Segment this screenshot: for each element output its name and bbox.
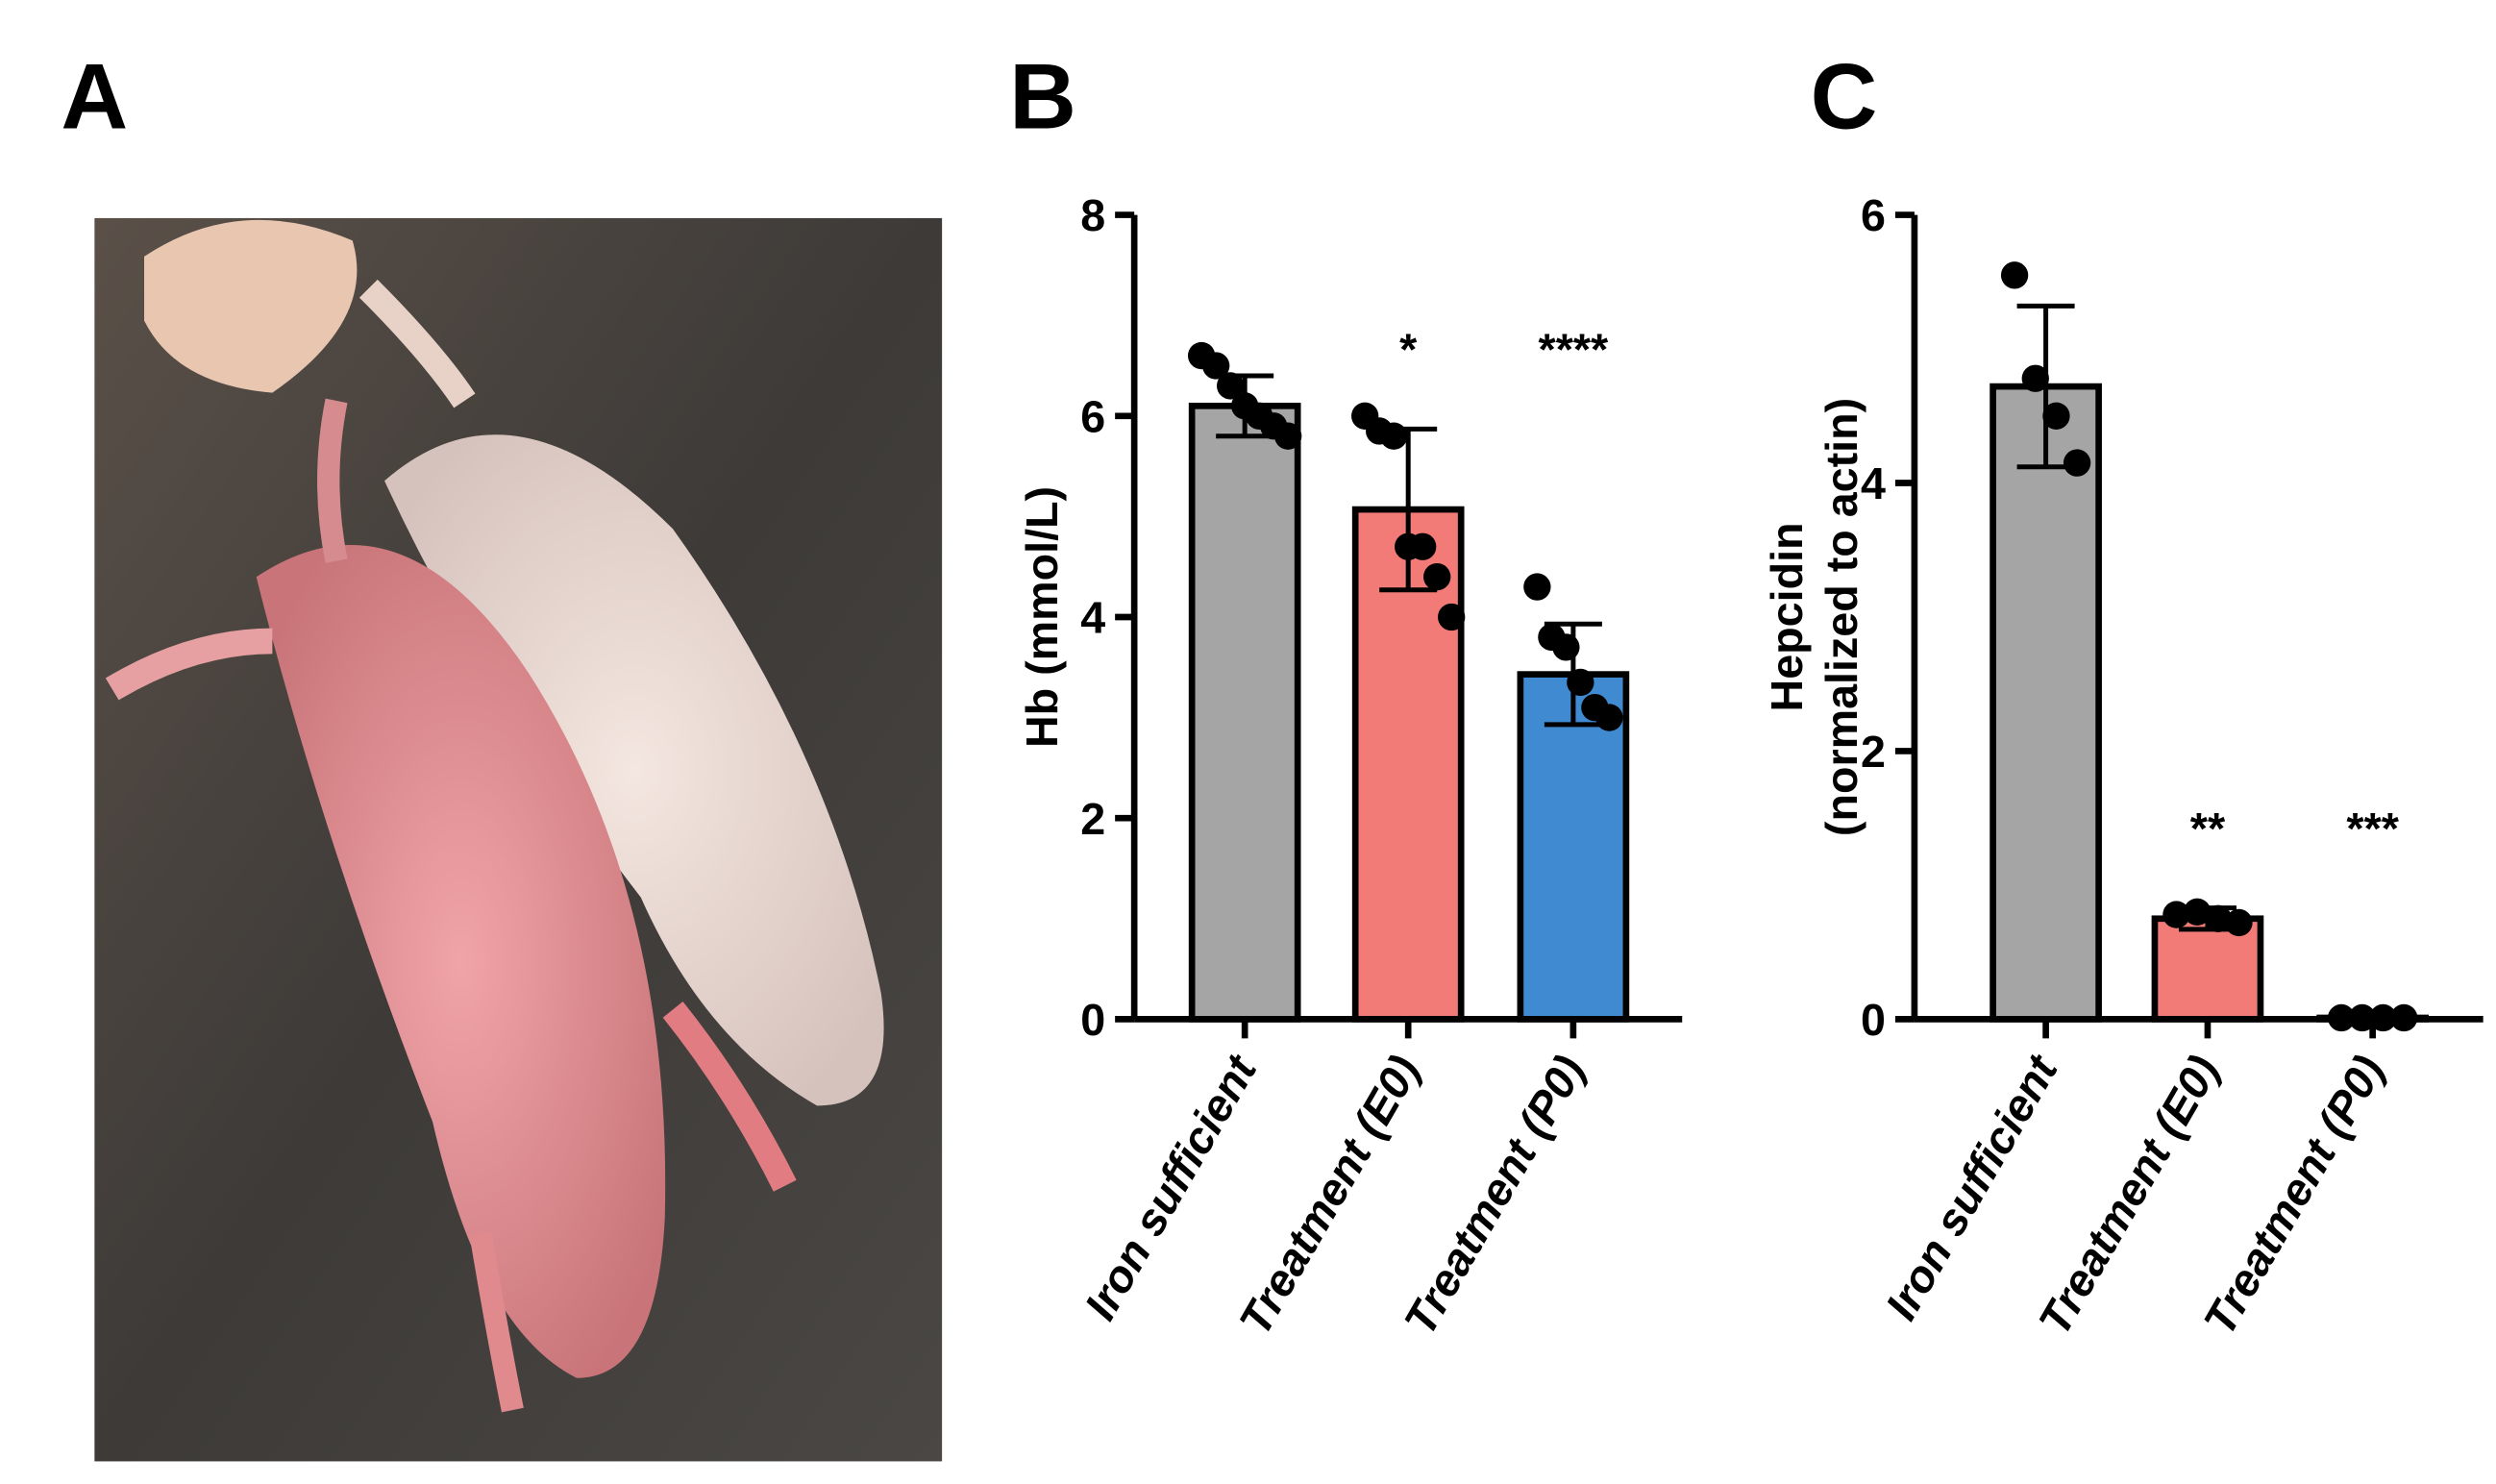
data-point	[2000, 261, 2029, 289]
bar	[1989, 383, 2102, 1023]
data-point	[1438, 603, 1466, 631]
data-point	[2042, 402, 2070, 430]
panel-label: A	[61, 45, 128, 149]
data-point	[2327, 1003, 2356, 1032]
y-tick-label: 2	[1861, 727, 1886, 777]
data-point	[2063, 449, 2091, 477]
bar	[1517, 671, 1630, 1023]
data-point	[2021, 364, 2049, 392]
y-axis-label: Hb (mmol/L)	[1017, 486, 1067, 748]
data-point	[1567, 668, 1594, 697]
y-tick-label: 4	[1861, 458, 1886, 508]
data-point	[1380, 422, 1408, 450]
panel-label: B	[1009, 45, 1076, 149]
y-tick-label: 8	[1080, 190, 1105, 240]
y-tick-label: 2	[1080, 794, 1105, 844]
x-tick-label: Iron sufficient	[1075, 1045, 1267, 1328]
data-point	[2369, 1003, 2397, 1032]
data-point	[1423, 562, 1451, 591]
photo	[94, 217, 943, 1462]
significance: ***	[2346, 804, 2399, 853]
data-point	[1595, 704, 1623, 731]
bar	[1188, 402, 1301, 1023]
significance: ****	[1539, 325, 1609, 375]
x-tick-label: Treatment (E0)	[2029, 1047, 2229, 1343]
y-tick-label: 0	[1861, 995, 1886, 1045]
y-axis-label: Hepcidin	[1762, 522, 1812, 711]
data-point	[1409, 532, 1437, 560]
data-point	[2389, 1003, 2418, 1032]
data-point	[1523, 573, 1551, 601]
x-tick-label: Treatment (P0)	[2194, 1047, 2394, 1343]
x-tick-label: Treatment (E0)	[1229, 1047, 1429, 1343]
significance: *	[1399, 325, 1418, 375]
data-point	[1552, 633, 1580, 661]
bar	[1351, 506, 1465, 1023]
data-point	[2348, 1003, 2376, 1032]
x-tick-label: Treatment (P0)	[1395, 1047, 1594, 1343]
data-point	[2183, 898, 2212, 926]
y-tick-label: 6	[1861, 190, 1886, 240]
data-point	[1216, 372, 1245, 400]
significance: **	[2190, 804, 2226, 853]
data-point	[1274, 422, 1302, 450]
data-point	[2204, 904, 2232, 932]
data-point	[2225, 908, 2253, 937]
y-tick-label: 4	[1080, 593, 1105, 643]
panel-label: C	[1811, 45, 1878, 149]
x-tick-label: Iron sufficient	[1876, 1045, 2068, 1328]
data-point	[1201, 352, 1230, 380]
y-tick-label: 0	[1080, 995, 1105, 1045]
y-axis-label: (normalized to actin)	[1816, 398, 1866, 836]
data-point	[2162, 901, 2190, 928]
y-tick-label: 6	[1080, 391, 1105, 441]
